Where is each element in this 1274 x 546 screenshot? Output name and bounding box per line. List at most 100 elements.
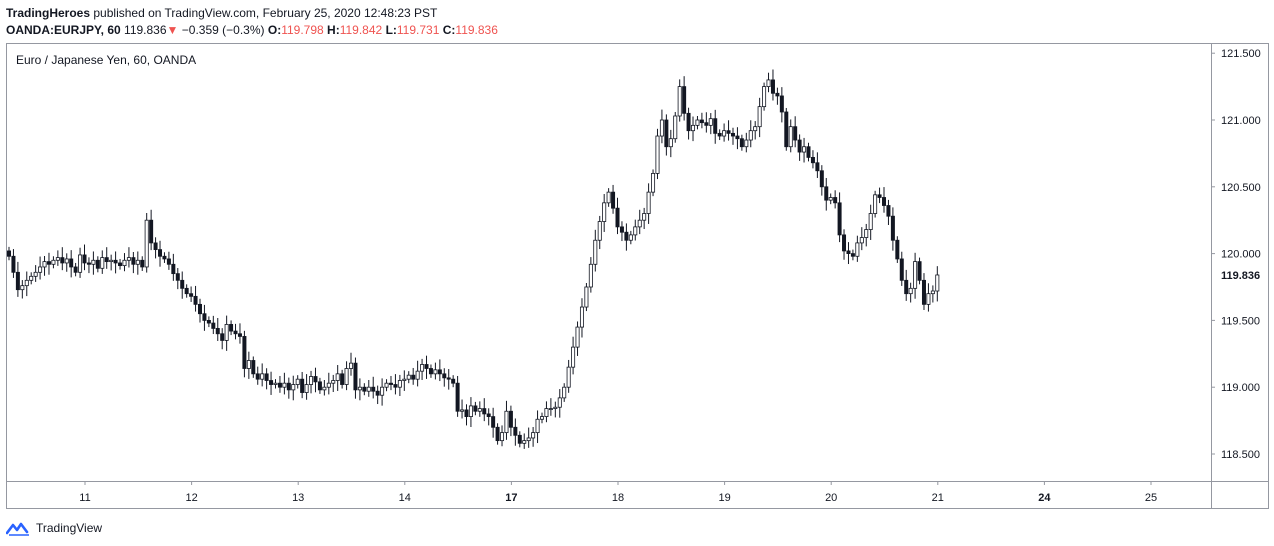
candle-body (153, 242, 158, 250)
candle-body (575, 326, 580, 348)
candle (38, 256, 43, 280)
candle (269, 371, 274, 395)
candle (691, 116, 696, 142)
candle (859, 227, 864, 251)
candle-body (411, 374, 416, 380)
candle (668, 129, 673, 158)
candle (455, 375, 460, 417)
candle (397, 374, 402, 397)
candle (588, 257, 593, 293)
candle-body (282, 382, 287, 388)
candle (411, 367, 416, 385)
candle-body (730, 132, 735, 137)
candle-body (455, 382, 460, 412)
candle-body (873, 194, 878, 214)
candle (486, 408, 491, 426)
candle (286, 377, 291, 399)
candle-body (20, 285, 25, 291)
y-tick-label: 119.000 (1221, 382, 1260, 394)
candle (380, 378, 385, 406)
candle (202, 304, 207, 331)
candle-body (868, 213, 873, 230)
candle-body (126, 257, 131, 261)
candle (517, 431, 522, 448)
candle (109, 254, 114, 271)
x-tick-label: 11 (79, 492, 90, 504)
candle-body (722, 130, 727, 137)
candle-body (548, 408, 553, 410)
candle-body (211, 322, 216, 329)
candle (704, 112, 709, 133)
time-axis: 11 12 13 14 17 18 19 20 21 24 25 (79, 481, 1157, 504)
candle-body (593, 239, 598, 265)
candle-body (544, 408, 549, 417)
candle-body (460, 409, 465, 412)
candle-body (95, 259, 100, 269)
candle (482, 398, 487, 422)
candle (126, 247, 131, 268)
candle-body (349, 362, 354, 369)
candle (122, 253, 127, 272)
candle (140, 256, 145, 271)
candle-body (38, 266, 43, 273)
candle (158, 240, 163, 267)
candle-body (220, 333, 225, 341)
footer-branding[interactable]: TradingView (6, 518, 102, 538)
candle-body (802, 146, 807, 153)
candle (153, 237, 158, 259)
candle (748, 120, 753, 148)
candle (877, 187, 882, 204)
candle (717, 129, 722, 141)
candle (344, 361, 349, 391)
candle-body (375, 390, 380, 396)
current-price-label: 119.836 (1212, 267, 1268, 284)
candle-body (326, 382, 331, 388)
candle-body (428, 368, 433, 375)
candle (566, 359, 571, 393)
chart-frame[interactable] (6, 43, 1269, 509)
candle-body (508, 410, 513, 428)
candle (882, 187, 887, 213)
candle (868, 204, 873, 240)
candle (850, 249, 855, 261)
candle-body (602, 202, 607, 222)
candle (353, 357, 358, 399)
candle (260, 363, 265, 387)
candle-body (64, 258, 69, 264)
candle (886, 199, 891, 226)
candle (695, 115, 700, 130)
candle-body (646, 191, 651, 214)
candle (242, 330, 247, 378)
candle-body (895, 239, 900, 260)
candle (797, 134, 802, 161)
candle (770, 69, 775, 101)
candle (460, 399, 465, 419)
candle-body (788, 126, 793, 148)
series-legend: Euro / Japanese Yen, 60, OANDA (16, 53, 197, 67)
candle (388, 375, 393, 391)
candle-body (406, 374, 411, 380)
candle (420, 358, 425, 380)
candle (593, 229, 598, 272)
candle (766, 72, 771, 93)
candle-body (828, 197, 833, 201)
candle-body (295, 378, 300, 385)
candle-body (699, 119, 704, 124)
candle-body (393, 384, 398, 388)
candle-body (113, 259, 118, 264)
candle-body (420, 364, 425, 372)
candle-body (855, 242, 860, 257)
candles-group (7, 69, 940, 449)
y-tick-label: 120.000 (1221, 249, 1261, 261)
candle (513, 418, 518, 446)
candle (433, 362, 438, 380)
publish-text: published on TradingView.com, February 2… (93, 6, 438, 20)
candle (113, 251, 118, 274)
author-name[interactable]: TradingHeroes (6, 6, 91, 20)
candle (211, 315, 216, 335)
candle-body (91, 259, 96, 265)
candle-body (664, 119, 669, 148)
candle-body (122, 259, 127, 267)
candle (233, 323, 238, 340)
